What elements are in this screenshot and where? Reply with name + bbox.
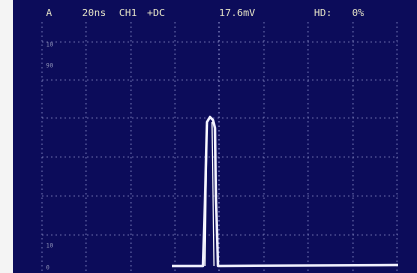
coupling: +DC	[147, 8, 165, 19]
channel: A	[46, 8, 52, 19]
scale-label: 10	[46, 243, 54, 250]
scale-label: 10	[46, 42, 54, 49]
scale-label: 0	[46, 265, 50, 272]
left-border	[0, 0, 13, 273]
timebase: 20ns	[82, 8, 106, 19]
scale-label: 90	[46, 63, 54, 70]
hd-value: 0%	[352, 8, 364, 19]
hd-label: HD:	[314, 8, 332, 19]
input: CH1	[119, 8, 137, 19]
oscilloscope-screen: A 20ns CH1 +DC 17.6mV HD: 0% 10 90 10 0	[0, 0, 417, 273]
trigger-level: 17.6mV	[219, 8, 255, 19]
